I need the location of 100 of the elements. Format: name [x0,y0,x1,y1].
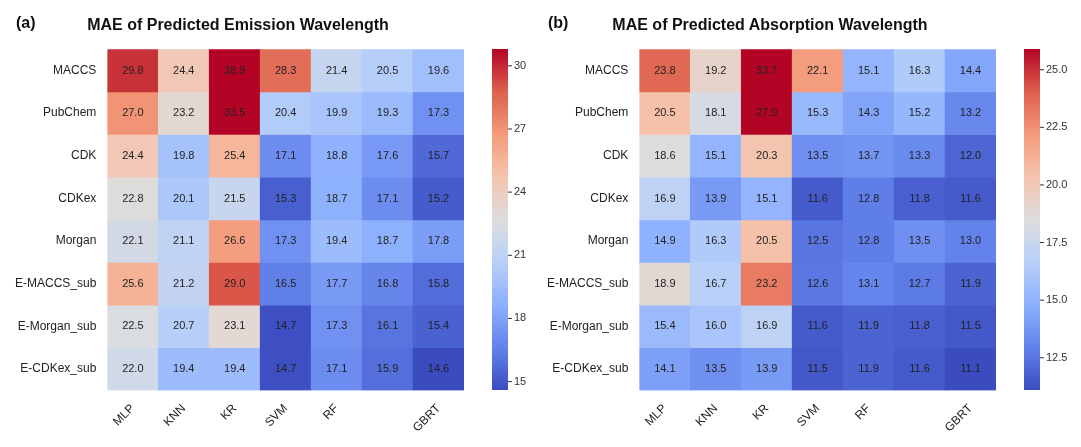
y-tick-label: E-MACCS_sub [15,276,97,291]
data-label: 24.4 [122,148,144,161]
text: (a) [16,14,36,32]
x-tick-label: RF [319,401,342,423]
color-bar-label: 22.5 [1046,120,1068,133]
data-label: 17.7 [325,276,348,289]
y-tick-label: E-Morgan_sub [549,318,629,333]
color-bar-label: 25.0 [1046,62,1068,75]
data-label: 18.8 [325,148,348,161]
data-label: 13.2 [959,106,982,119]
data-label: 22.5 [122,319,144,332]
data-label: 11.9 [858,362,879,375]
data-label: 18.9 [654,276,676,289]
data-label: 17.6 [376,148,399,161]
data-label: 21.4 [325,63,348,76]
data-label: 23.2 [173,106,195,119]
data-label: 19.4 [224,362,246,375]
data-label: 22.0 [122,362,144,375]
data-label: 27.9 [756,106,778,119]
data-label: 14.6 [427,362,450,375]
data-label: 13.9 [705,191,727,204]
data-label: 13.0 [959,234,982,247]
chart-title: MAE of Predicted Emission Wavelength [87,16,389,34]
data-label: 14.4 [959,63,982,76]
data-label: 14.7 [274,362,297,375]
data-label: 12.8 [857,191,880,204]
data-label: 16.3 [705,234,727,247]
y-tick-label: E-CDKex_sub [20,361,97,376]
data-label: 18.7 [325,191,348,204]
data-label: 15.1 [857,63,880,76]
y-tick-label: CDK [603,148,629,163]
data-label: 15.8 [427,276,450,289]
data-label: 13.5 [705,362,727,375]
data-label: 13.9 [756,362,778,375]
y-tick-label: CDK [71,148,97,163]
data-label: 19.4 [173,362,195,375]
data-label: 17.1 [376,191,399,204]
data-label: 16.1 [376,319,399,332]
y-tick-label: MACCS [53,62,97,77]
data-label: 27.0 [122,106,144,119]
color-bar-label: 15 [514,374,527,387]
data-label: 13.5 [806,148,829,161]
data-label: 19.3 [376,106,399,119]
x-tick-label: KR [217,400,240,423]
data-label: 11.6 [807,319,828,332]
data-label: 26.6 [224,234,246,247]
data-label: 16.3 [908,63,931,76]
data-label: 12.5 [806,234,829,247]
data-label: 20.5 [756,234,778,247]
data-label: 21.1 [173,234,195,247]
color-bar-label: 12.5 [1046,350,1068,363]
data-label: 22.1 [806,63,829,76]
data-label: 12.6 [806,276,829,289]
data-label: 15.3 [274,191,297,204]
data-label: 15.3 [806,106,829,119]
color-bar-label: 30 [514,58,527,71]
data-label: 22.1 [122,234,144,247]
data-label: 14.9 [654,234,676,247]
data-label: 12.7 [908,276,931,289]
data-label: 33.5 [224,106,246,119]
y-tick-label: PubChem [574,105,629,120]
data-label: 11.6 [807,191,828,204]
data-label: 15.9 [376,362,399,375]
y-tick-label: E-Morgan_sub [17,318,97,333]
y-tick-label: E-MACCS_sub [547,276,629,291]
data-label: 20.4 [274,106,297,119]
data-label: 29.8 [122,63,144,76]
data-label: 15.7 [427,148,450,161]
data-label: 15.2 [908,106,931,119]
data-label: 16.0 [705,319,727,332]
data-label: 20.3 [756,148,778,161]
y-tick-label: PubChem [42,105,97,120]
data-label: 17.1 [274,148,297,161]
data-label: 11.8 [909,319,930,332]
data-label: 14.1 [654,362,676,375]
data-label: 16.9 [654,191,676,204]
data-label: 23.1 [224,319,246,332]
y-tick-label: CDKex [58,190,97,205]
data-label: 20.5 [654,106,676,119]
data-label: 20.7 [173,319,195,332]
data-label: 21.2 [173,276,195,289]
color-bar-label: 21 [514,248,527,261]
data-label: 33.7 [756,63,778,76]
data-label: 13.1 [857,276,880,289]
data-label: 15.1 [705,148,727,161]
y-tick-label: Morgan [587,233,629,248]
data-label: 12.8 [857,234,880,247]
data-label: 20.5 [376,63,399,76]
data-label: 16.7 [705,276,727,289]
y-tick-label: MACCS [585,62,629,77]
data-label: 23.2 [756,276,778,289]
data-label: 17.3 [274,234,297,247]
data-label: 15.1 [756,191,778,204]
data-label: 25.6 [122,276,144,289]
color-bar-label: 17.5 [1046,235,1068,248]
color-bar-label: 15.0 [1046,293,1068,306]
data-label: 16.9 [756,319,778,332]
text: (b) [548,14,569,32]
data-label: 13.3 [908,148,931,161]
data-label: 19.2 [705,63,727,76]
